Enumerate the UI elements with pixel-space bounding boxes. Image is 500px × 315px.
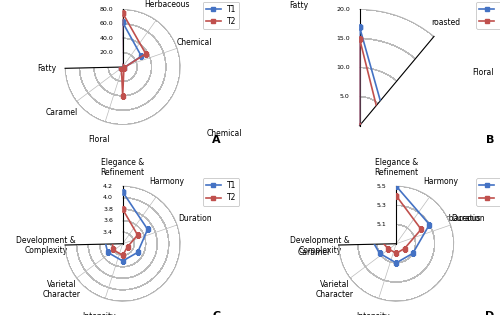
Legend: T1, T2: T1, T2 — [202, 178, 239, 205]
Legend: T1, T2: T1, T2 — [476, 2, 500, 29]
Text: C: C — [212, 311, 220, 315]
Legend: T1, T2: T1, T2 — [476, 178, 500, 205]
Text: B: B — [486, 135, 494, 145]
Text: D: D — [485, 311, 494, 315]
Text: A: A — [212, 135, 220, 145]
Legend: T1, T2: T1, T2 — [202, 2, 239, 29]
